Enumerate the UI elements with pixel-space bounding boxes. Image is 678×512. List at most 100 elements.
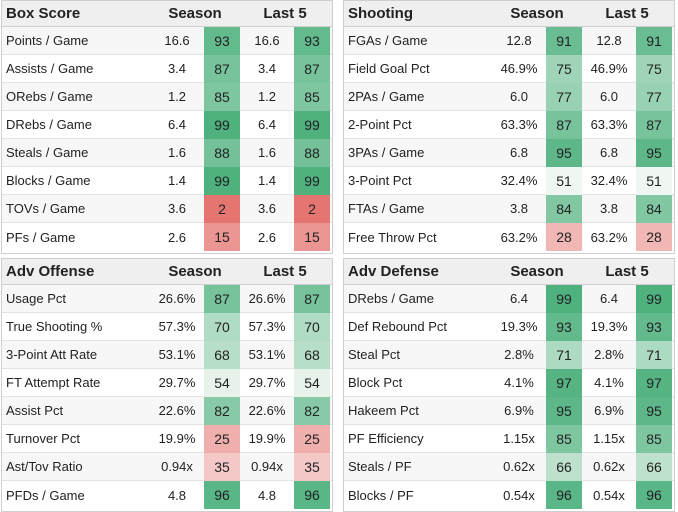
- last5-percentile: 87: [294, 54, 330, 83]
- stat-label: PFDs / Game: [6, 487, 85, 503]
- stat-row: 3-Point Pct 32.4% 51 32.4% 51: [344, 166, 674, 195]
- stat-row: FGAs / Game 12.8 91 12.8 91: [344, 26, 674, 55]
- stat-row: TOVs / Game 3.6 2 3.6 2: [2, 194, 332, 223]
- last5-value: 1.4: [257, 173, 277, 188]
- season-percentile: 68: [204, 340, 240, 369]
- season-value: 0.94x: [161, 459, 193, 474]
- stat-label: Turnover Pct: [6, 431, 80, 446]
- stat-label: FTAs / Game: [348, 201, 425, 216]
- last5-value: 63.3%: [590, 117, 628, 132]
- stat-row: Assist Pct 22.6% 82 22.6% 82: [2, 396, 332, 425]
- last5-percentile: 54: [294, 368, 330, 397]
- adv-defense-panel: Adv Defense Season Last 5 DRebs / Game 6.4 99…: [343, 258, 675, 512]
- stat-row: True Shooting % 57.3% 70 57.3% 70: [2, 312, 332, 341]
- stat-row: PFs / Game 2.6 15 2.6 15: [2, 223, 332, 251]
- last5-value: 6.4: [257, 117, 277, 132]
- last5-percentile: 99: [294, 110, 330, 139]
- last5-percentile: 66: [636, 452, 672, 481]
- last5-value: 63.2%: [590, 229, 628, 245]
- stat-row: PFDs / Game 4.8 96 4.8 96: [2, 481, 332, 509]
- last5-percentile: 91: [636, 26, 672, 55]
- last5-value: 22.6%: [248, 403, 286, 418]
- season-value: 1.4: [167, 173, 187, 188]
- stat-row: PF Efficiency 1.15x 85 1.15x 85: [344, 424, 674, 453]
- last5-value: 1.2: [257, 89, 277, 104]
- season-value: 2.8%: [504, 347, 534, 362]
- stat-row: Free Throw Pct 63.2% 28 63.2% 28: [344, 223, 674, 251]
- stat-row: Blocks / PF 0.54x 96 0.54x 96: [344, 481, 674, 509]
- stat-label: Def Rebound Pct: [348, 319, 448, 334]
- last5-percentile: 84: [636, 194, 672, 223]
- stat-row: Turnover Pct 19.9% 25 19.9% 25: [2, 424, 332, 453]
- last5-column-header: Last 5: [263, 263, 307, 280]
- last5-value: 3.8: [599, 201, 619, 216]
- stat-rows: FGAs / Game 12.8 91 12.8 91 Field Goal Pct 46.…: [344, 26, 674, 251]
- season-value: 6.8: [509, 145, 529, 160]
- stat-row: Def Rebound Pct 19.3% 93 19.3% 93: [344, 312, 674, 341]
- last5-percentile: 95: [636, 138, 672, 167]
- last5-value: 6.0: [599, 89, 619, 104]
- stat-label: 3-Point Pct: [348, 173, 412, 188]
- stat-label: Block Pct: [348, 375, 403, 390]
- stat-label: Field Goal Pct: [348, 61, 430, 76]
- season-value: 57.3%: [158, 319, 196, 334]
- last5-value: 53.1%: [248, 347, 286, 362]
- season-percentile: 93: [204, 26, 240, 55]
- stat-label: Blocks / Game: [6, 173, 91, 188]
- season-value: 6.0: [509, 89, 529, 104]
- season-value: 4.1%: [504, 375, 534, 390]
- last5-percentile: 68: [294, 340, 330, 369]
- stat-label: Points / Game: [6, 33, 89, 48]
- season-value: 3.4: [167, 61, 187, 76]
- season-percentile: 88: [204, 138, 240, 167]
- last5-value: 0.62x: [593, 459, 625, 474]
- last5-percentile: 96: [636, 481, 672, 509]
- season-value: 26.6%: [158, 291, 196, 306]
- season-percentile: 82: [204, 396, 240, 425]
- panel-title: Adv Defense: [348, 263, 439, 280]
- last5-percentile: 88: [294, 138, 330, 167]
- last5-value: 1.6: [257, 145, 277, 160]
- season-percentile: 87: [204, 54, 240, 83]
- last5-column-header: Last 5: [605, 5, 649, 22]
- last5-percentile: 95: [636, 396, 672, 425]
- stat-row: Assists / Game 3.4 87 3.4 87: [2, 54, 332, 83]
- stat-rows: Points / Game 16.6 93 16.6 93 Assists / Game 3…: [2, 26, 332, 251]
- season-percentile: 25: [204, 424, 240, 453]
- season-percentile: 66: [546, 452, 582, 481]
- season-percentile: 95: [546, 138, 582, 167]
- panel-title: Adv Offense: [6, 263, 95, 280]
- stat-label: DRebs / Game: [348, 291, 434, 306]
- last5-value: 2.8%: [594, 347, 624, 362]
- last5-value: 3.4: [257, 61, 277, 76]
- last5-percentile: 15: [294, 223, 330, 251]
- season-percentile: 99: [546, 284, 582, 313]
- season-value: 63.3%: [500, 117, 538, 132]
- season-percentile: 87: [204, 284, 240, 313]
- stat-row: FTAs / Game 3.8 84 3.8 84: [344, 194, 674, 223]
- season-percentile: 70: [204, 312, 240, 341]
- season-percentile: 35: [204, 452, 240, 481]
- stat-row: 3PAs / Game 6.8 95 6.8 95: [344, 138, 674, 167]
- last5-percentile: 77: [636, 82, 672, 111]
- stat-row: Steals / PF 0.62x 66 0.62x 66: [344, 452, 674, 481]
- stat-label: DRebs / Game: [6, 117, 92, 132]
- stat-row: Field Goal Pct 46.9% 75 46.9% 75: [344, 54, 674, 83]
- season-value: 4.8: [167, 487, 187, 503]
- season-percentile: 28: [546, 223, 582, 251]
- stat-label: 2-Point Pct: [348, 117, 412, 132]
- last5-column-header: Last 5: [605, 263, 649, 280]
- stat-row: Hakeem Pct 6.9% 95 6.9% 95: [344, 396, 674, 425]
- season-value: 2.6: [167, 229, 187, 245]
- last5-percentile: 96: [294, 481, 330, 509]
- season-percentile: 93: [546, 312, 582, 341]
- last5-value: 3.6: [257, 201, 277, 216]
- last5-percentile: 82: [294, 396, 330, 425]
- last5-value: 16.6: [254, 33, 280, 48]
- last5-value: 4.1%: [594, 375, 624, 390]
- panel-header: Adv Defense Season Last 5: [344, 259, 674, 285]
- season-value: 46.9%: [500, 61, 538, 76]
- season-percentile: 85: [204, 82, 240, 111]
- stat-label: PF Efficiency: [348, 431, 424, 446]
- stat-label: 2PAs / Game: [348, 89, 425, 104]
